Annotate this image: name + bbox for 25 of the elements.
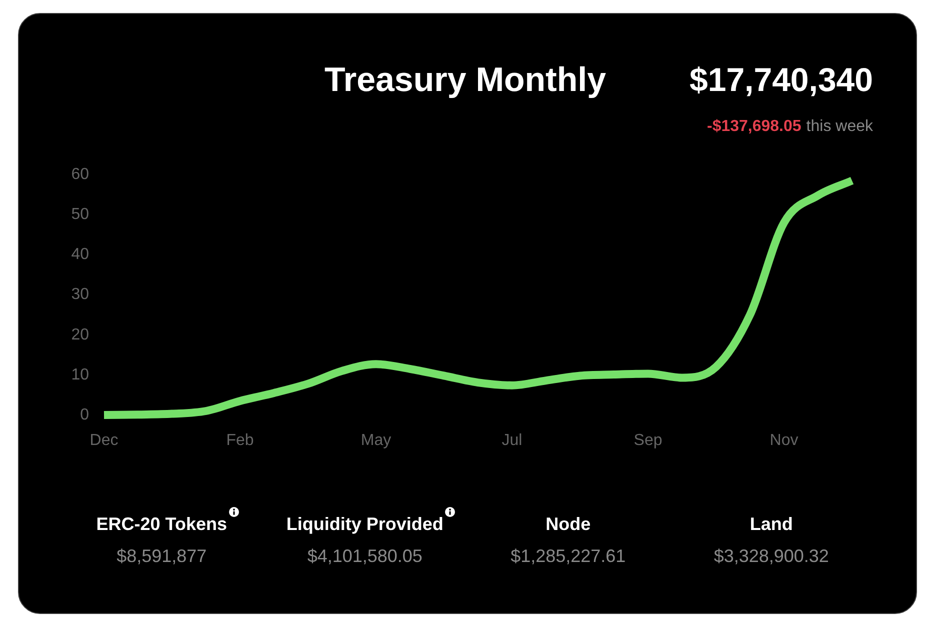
x-tick-label: Sep (634, 432, 662, 450)
y-tick-label: 30 (71, 286, 90, 304)
y-tick-label: 0 (80, 406, 90, 424)
y-tick-label: 20 (71, 326, 90, 344)
text: $8,591,877 (116, 545, 208, 568)
y-tick-label: 10 (71, 366, 90, 384)
y-tick-label: 40 (71, 246, 90, 264)
text: $3,328,900.32 (712, 545, 830, 568)
x-tick-label: Nov (770, 432, 798, 450)
y-tick-label: 60 (71, 166, 90, 184)
x-tick-label: May (360, 432, 392, 450)
text: $1,285,227.61 (510, 545, 627, 568)
chart-title: Treasury Monthly (324, 60, 606, 101)
x-tick-label: Jul (502, 432, 522, 450)
chart-subtitle: $17,740,340 (689, 60, 873, 100)
text: $4,101,580.05 (306, 545, 424, 568)
text: ERC-20 Tokens (96, 514, 227, 534)
text: Liquidity Provided (286, 514, 444, 534)
text: this week (806, 118, 873, 135)
x-tick-label: Dec (90, 432, 118, 450)
y-tick-label: 50 (71, 206, 90, 224)
text: Node (546, 514, 591, 534)
text: -$137,698.05 (706, 118, 802, 135)
x-tick-label: Feb (226, 432, 254, 450)
text: Land (750, 514, 793, 534)
